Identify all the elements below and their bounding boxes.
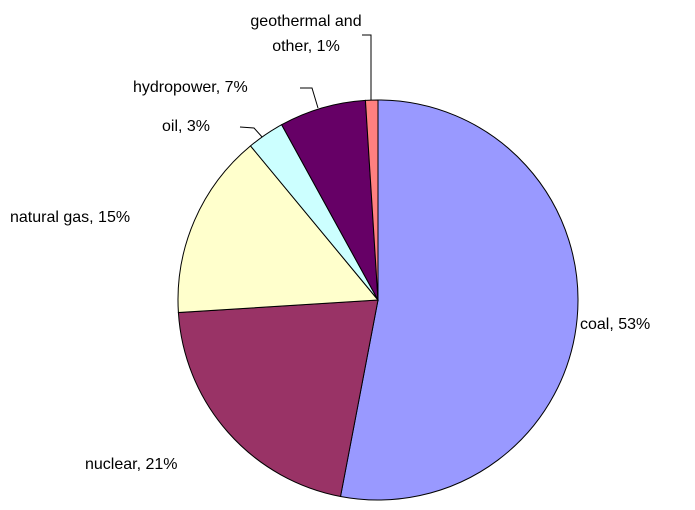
data-label: hydropower, 7% — [133, 79, 248, 96]
pie-slice — [339, 99, 579, 501]
leader-line — [300, 87, 319, 109]
pie-slice — [364, 99, 379, 301]
leader-line — [239, 126, 264, 139]
pie-slice — [177, 299, 379, 498]
data-label: geothermal and — [250, 13, 361, 30]
data-label: oil, 3% — [162, 118, 210, 135]
pie-slice — [177, 145, 380, 314]
data-label: other, 1% — [272, 38, 340, 55]
data-label: coal, 53% — [580, 316, 650, 333]
data-label: nuclear, 21% — [85, 456, 178, 473]
leader-line — [362, 34, 372, 102]
data-label: natural gas, 15% — [10, 209, 130, 226]
